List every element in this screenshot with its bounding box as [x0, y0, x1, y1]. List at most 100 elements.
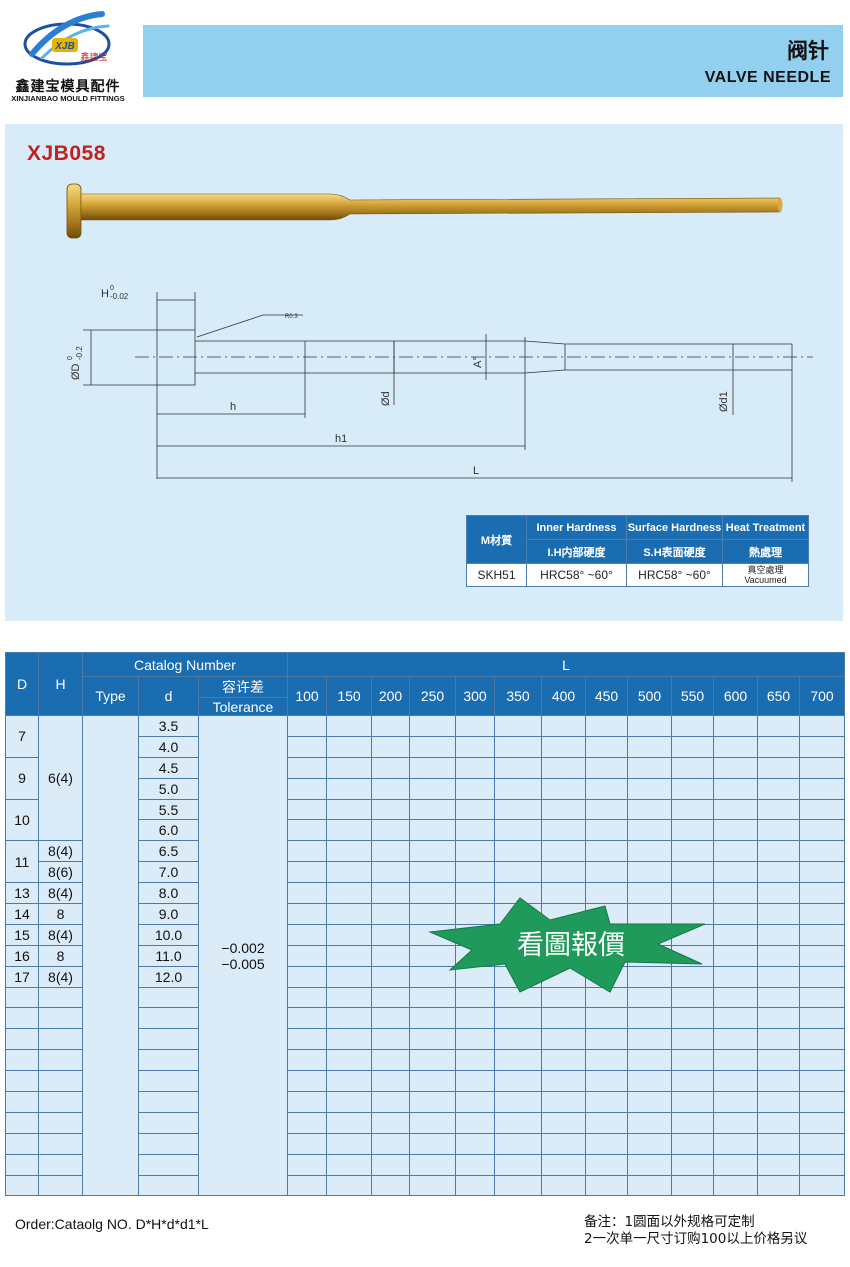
cell-H: 8(4) [38, 840, 83, 863]
table-row [5, 986, 846, 1009]
col-L-450: 450 [585, 676, 628, 716]
inner-hardness-value: HRC58° ~60° [526, 563, 627, 587]
title-bar: 阀针 VALVE NEEDLE [143, 25, 843, 97]
price-note-text: 看圖報價 [517, 930, 625, 961]
page-title-en: VALVE NEEDLE [704, 69, 831, 86]
table-row [5, 1153, 846, 1176]
col-L-200: 200 [371, 676, 410, 716]
A-label: A° [472, 356, 484, 368]
col-L-550: 550 [671, 676, 714, 716]
cell-type [82, 714, 139, 1197]
col-d: d [138, 676, 199, 716]
h-tol-sup: 0 [110, 285, 114, 292]
col-D: D [5, 652, 39, 716]
catalog-table-body: 7 6(4) 3.5 −0.002 −0.005 4.0 9 4.5 5.0 1… [5, 714, 846, 1197]
table-row: 11 8(4) 6.5 [5, 840, 846, 884]
cell-D: 17 [5, 965, 39, 988]
surface-hardness-value: HRC58° ~60° [626, 563, 723, 587]
remark-2: 2一次单一尺寸订购100以上价格另议 [584, 1231, 808, 1247]
col-H: H [38, 652, 83, 716]
h1-label: h1 [335, 433, 347, 445]
h-tol-label: H [101, 288, 109, 300]
cell-tolerance: −0.002 −0.005 [198, 714, 288, 1197]
table-row: 10 5.5 [5, 798, 846, 842]
col-L-650: 650 [757, 676, 800, 716]
col-L-350: 350 [494, 676, 542, 716]
drawing-panel: XJB058 [5, 124, 843, 621]
table-row: 7 6(4) 3.5 −0.002 −0.005 [5, 714, 846, 1197]
d-tol-label: ØD [70, 363, 82, 380]
d-tol-sub: -0.2 [75, 346, 84, 360]
cell-d: 9.0 [138, 903, 199, 925]
company-logo: XJB 鑫建宝 鑫建宝模具配件 XINJIANBAO MOULD FITTING… [8, 8, 126, 103]
table-row [5, 1111, 846, 1134]
table-row: 6.0 [6, 819, 846, 842]
col-tol-cn: 容许差 [198, 676, 288, 698]
col-L-600: 600 [713, 676, 758, 716]
d-label: Ød [380, 391, 392, 406]
col-L-150: 150 [326, 676, 372, 716]
d-tol-sup: 0 [67, 356, 74, 360]
cell-H: 8(4) [38, 923, 83, 946]
remarks: 备注：1圆面以外规格可定制 2一次单一尺寸订购100以上价格另议 [584, 1214, 807, 1248]
cell-d: 4.5 [138, 756, 199, 779]
surface-hardness-en: Surface Hardness [626, 515, 723, 540]
price-star-badge: 看圖報價 [428, 897, 706, 993]
radius-label: R0.3 [285, 314, 298, 320]
table-row [5, 1070, 846, 1093]
heat-treatment-value: 真空處理 Vacuumed [722, 563, 809, 587]
tolerance-lower: −0.005 [221, 955, 265, 972]
cell-d: 7.0 [138, 861, 199, 884]
cell-d: 4.0 [138, 735, 199, 758]
logo-mark-text: XJB [54, 41, 74, 52]
cell-d: 5.0 [138, 777, 199, 800]
col-L-400: 400 [541, 676, 586, 716]
L-label: L [473, 465, 479, 477]
cell-d: 6.0 [138, 819, 199, 842]
cell-H: 8(4) [38, 882, 83, 905]
table-row: 13 8(4) 8.0 [5, 882, 846, 905]
cell-d: 5.5 [138, 798, 199, 821]
col-L-250: 250 [409, 676, 456, 716]
material-value: SKH51 [466, 563, 527, 587]
table-row [5, 1174, 846, 1197]
cell-H: 8(6) [38, 861, 83, 884]
table-row: 8(6) 7.0 [6, 861, 846, 884]
cell-d: 8.0 [138, 882, 199, 905]
table-row [5, 1007, 846, 1030]
col-tol-en: Tolerance [198, 697, 288, 716]
col-type: Type [82, 676, 139, 716]
cell-H: 8 [38, 944, 83, 967]
col-L-100: 100 [287, 676, 327, 716]
d1-label: Ød1 [718, 391, 730, 412]
heat-treatment-en-value: Vacuumed [744, 575, 787, 585]
col-catalog: Catalog Number [82, 652, 288, 677]
cell-D: 7 [5, 715, 39, 758]
table-row [5, 1028, 846, 1051]
remark-1: 备注：1圆面以外规格可定制 [584, 1214, 755, 1230]
table-row [5, 1049, 846, 1072]
cell-D: 15 [5, 923, 39, 946]
heat-treatment-cn-value: 真空處理 [747, 565, 784, 575]
cell-D: 9 [5, 756, 39, 800]
inner-hardness-cn: I.H内部硬度 [526, 539, 627, 564]
col-L-700: 700 [798, 676, 846, 716]
cell-d: 6.5 [138, 840, 199, 863]
catalog-table: D H Catalog Number L Type d 容许差 100 150 … [5, 652, 846, 1197]
col-L: L [286, 652, 846, 677]
cell-d: 12.0 [138, 965, 199, 988]
inner-hardness-en: Inner Hardness [526, 515, 627, 540]
logo-swoosh-icon: XJB 鑫建宝 [23, 11, 111, 66]
h-label: h [230, 401, 236, 413]
cell-D: 10 [5, 798, 39, 842]
table-row [5, 1091, 846, 1113]
cell-D: 16 [5, 944, 39, 967]
cell-d: 10.0 [138, 923, 199, 946]
heat-treatment-en: Heat Treatment [722, 515, 809, 540]
surface-hardness-cn: S.H表面硬度 [626, 539, 723, 564]
page-title-cn: 阀针 [787, 39, 829, 63]
h-tol-sub: -0.02 [110, 292, 129, 301]
cell-d: 11.0 [138, 944, 199, 967]
valve-needle-photo [66, 183, 783, 239]
order-note: Order:Cataolg NO. D*H*d*d1*L [15, 1216, 209, 1232]
